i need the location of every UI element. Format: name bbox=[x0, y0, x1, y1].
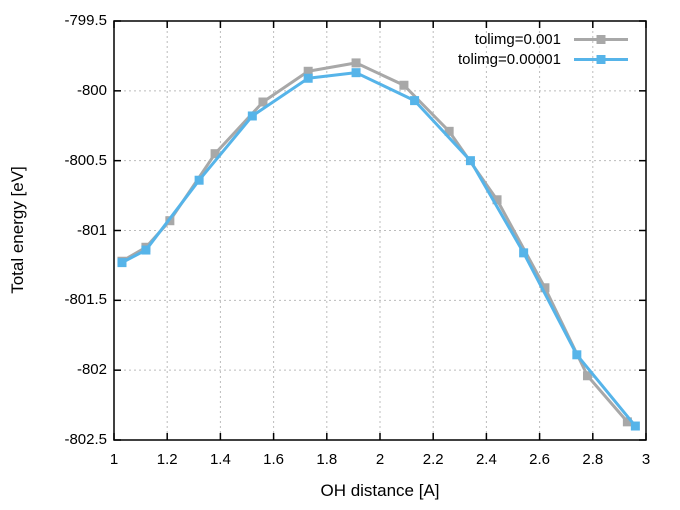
legend-square-marker-icon bbox=[596, 54, 606, 64]
y-tick-label: -801.5 bbox=[64, 291, 107, 309]
data-point-marker-1 bbox=[465, 156, 475, 166]
y-tick-label: -802.5 bbox=[64, 431, 107, 448]
legend-item-tolimg-0001: tolimg=0.001 bbox=[458, 29, 628, 49]
x-tick-label: 2.2 bbox=[422, 451, 444, 468]
data-point-marker-0 bbox=[351, 58, 361, 68]
data-point-marker-0 bbox=[444, 126, 454, 136]
x-axis-title: OH distance [A] bbox=[320, 481, 440, 500]
legend-line-sample bbox=[574, 34, 628, 44]
data-point-marker-1 bbox=[519, 248, 529, 258]
y-tick-label: -802 bbox=[76, 361, 107, 379]
series-line-1 bbox=[120, 71, 637, 428]
legend-line-sample bbox=[574, 54, 628, 64]
x-tick-label: 2.4 bbox=[475, 451, 497, 468]
legend: tolimg=0.001 tolimg=0.00001 bbox=[458, 29, 628, 69]
data-point-marker-1 bbox=[247, 111, 257, 121]
data-point-marker-1 bbox=[630, 421, 640, 431]
legend-item-tolimg-000001: tolimg=0.00001 bbox=[458, 49, 628, 69]
y-tick-label: -801 bbox=[76, 221, 107, 239]
data-point-marker-0 bbox=[622, 417, 632, 427]
data-point-marker-0 bbox=[258, 97, 268, 107]
data-point-marker-1 bbox=[351, 68, 361, 78]
x-tick-label: 2.8 bbox=[582, 451, 604, 468]
data-point-marker-1 bbox=[141, 245, 151, 255]
data-point-marker-0 bbox=[399, 80, 409, 90]
y-tick-label: -799.5 bbox=[64, 12, 107, 29]
data-point-marker-0 bbox=[303, 66, 313, 76]
x-tick-label: 1.2 bbox=[156, 451, 178, 468]
x-tick-label: 2.6 bbox=[529, 451, 551, 468]
legend-label: tolimg=0.00001 bbox=[458, 50, 561, 68]
data-point-marker-1 bbox=[117, 258, 127, 268]
series-line-0 bbox=[120, 61, 629, 424]
legend-square-marker-icon bbox=[596, 34, 606, 44]
data-point-marker-1 bbox=[303, 73, 313, 83]
data-point-marker-0 bbox=[492, 195, 502, 205]
data-point-marker-1 bbox=[410, 96, 420, 106]
x-tick-label: 2 bbox=[375, 451, 385, 468]
y-tick-label: -800 bbox=[76, 81, 107, 99]
data-point-marker-1 bbox=[572, 350, 582, 360]
data-point-marker-0 bbox=[582, 371, 592, 381]
data-point-marker-0 bbox=[540, 283, 550, 293]
x-tick-label: 3 bbox=[641, 451, 651, 468]
x-tick-label: 1.4 bbox=[209, 451, 231, 468]
data-point-marker-0 bbox=[210, 149, 220, 159]
data-point-marker-1 bbox=[194, 175, 204, 185]
legend-label: tolimg=0.001 bbox=[474, 30, 561, 48]
x-tick-label: 1 bbox=[109, 451, 119, 468]
x-tick-label: 1.8 bbox=[316, 451, 338, 468]
x-tick-label: 1.6 bbox=[263, 451, 285, 468]
y-tick-label: -800.5 bbox=[64, 151, 107, 169]
